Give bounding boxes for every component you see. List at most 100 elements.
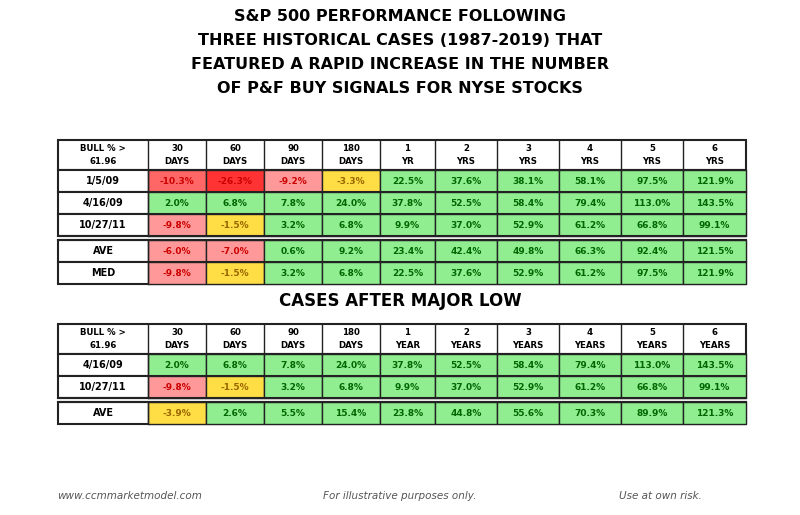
Text: YRS: YRS: [642, 157, 662, 166]
Text: 24.0%: 24.0%: [335, 198, 366, 208]
Text: 61.2%: 61.2%: [574, 220, 606, 230]
Text: Use at own risk.: Use at own risk.: [618, 491, 702, 501]
Text: 30: 30: [171, 144, 183, 153]
Bar: [497, 170, 559, 192]
Bar: [148, 214, 206, 236]
Text: YRS: YRS: [705, 157, 724, 166]
Text: 66.8%: 66.8%: [637, 220, 667, 230]
Text: 121.9%: 121.9%: [696, 268, 734, 278]
Bar: [322, 402, 380, 424]
Text: 10/27/11: 10/27/11: [79, 382, 126, 392]
Text: MED: MED: [91, 268, 115, 278]
Text: 10/27/11: 10/27/11: [79, 220, 126, 230]
Bar: [435, 354, 497, 376]
Bar: [148, 192, 206, 214]
Text: 42.4%: 42.4%: [450, 247, 482, 255]
Text: 9.9%: 9.9%: [395, 383, 420, 391]
Text: 113.0%: 113.0%: [634, 198, 670, 208]
Text: 2: 2: [463, 144, 469, 153]
Bar: [497, 262, 559, 284]
Text: 9.9%: 9.9%: [395, 220, 420, 230]
Bar: [264, 214, 322, 236]
Bar: [380, 214, 435, 236]
Bar: [435, 240, 497, 262]
Text: 143.5%: 143.5%: [696, 198, 734, 208]
Bar: [683, 354, 746, 376]
Bar: [148, 262, 206, 284]
Text: 2.0%: 2.0%: [165, 360, 190, 369]
Bar: [683, 170, 746, 192]
Bar: [148, 376, 206, 398]
Text: 37.6%: 37.6%: [450, 177, 482, 185]
Bar: [380, 402, 435, 424]
Text: 37.8%: 37.8%: [392, 360, 423, 369]
Text: 52.9%: 52.9%: [512, 268, 544, 278]
Bar: [621, 170, 683, 192]
Text: 89.9%: 89.9%: [636, 408, 668, 418]
Text: 5: 5: [649, 328, 655, 337]
Bar: [435, 192, 497, 214]
Text: S&P 500 PERFORMANCE FOLLOWING: S&P 500 PERFORMANCE FOLLOWING: [234, 9, 566, 24]
Bar: [559, 192, 621, 214]
Text: YR: YR: [401, 157, 414, 166]
Text: 1/5/09: 1/5/09: [86, 176, 120, 186]
Bar: [264, 376, 322, 398]
Text: FEATURED A RAPID INCREASE IN THE NUMBER: FEATURED A RAPID INCREASE IN THE NUMBER: [191, 57, 609, 72]
Text: BULL % >: BULL % >: [80, 144, 126, 153]
Text: 6.8%: 6.8%: [338, 383, 363, 391]
Bar: [322, 214, 380, 236]
Text: 58.4%: 58.4%: [512, 360, 544, 369]
Bar: [497, 354, 559, 376]
Text: 143.5%: 143.5%: [696, 360, 734, 369]
Text: 0.6%: 0.6%: [281, 247, 306, 255]
Text: 90: 90: [287, 328, 299, 337]
Text: 52.5%: 52.5%: [450, 360, 482, 369]
Bar: [58, 262, 746, 284]
Text: AVE: AVE: [93, 246, 114, 256]
Text: -9.8%: -9.8%: [162, 220, 191, 230]
Text: 24.0%: 24.0%: [335, 360, 366, 369]
Text: 52.9%: 52.9%: [512, 383, 544, 391]
Bar: [621, 192, 683, 214]
Bar: [322, 354, 380, 376]
Bar: [497, 192, 559, 214]
Text: 5.5%: 5.5%: [281, 408, 306, 418]
Text: -10.3%: -10.3%: [160, 177, 194, 185]
Bar: [322, 376, 380, 398]
Text: 37.0%: 37.0%: [450, 220, 482, 230]
Bar: [58, 402, 746, 424]
Text: 97.5%: 97.5%: [636, 177, 668, 185]
Bar: [497, 402, 559, 424]
Text: DAYS: DAYS: [338, 341, 364, 350]
Text: -26.3%: -26.3%: [218, 177, 253, 185]
Text: YEARS: YEARS: [574, 341, 606, 350]
Text: -1.5%: -1.5%: [221, 383, 250, 391]
Text: 37.8%: 37.8%: [392, 198, 423, 208]
Bar: [148, 240, 206, 262]
Text: 61.2%: 61.2%: [574, 268, 606, 278]
Text: 52.9%: 52.9%: [512, 220, 544, 230]
Text: 121.5%: 121.5%: [696, 247, 733, 255]
Text: 49.8%: 49.8%: [512, 247, 544, 255]
Text: DAYS: DAYS: [222, 341, 248, 350]
Text: 121.9%: 121.9%: [696, 177, 734, 185]
Text: 4: 4: [587, 328, 593, 337]
Bar: [58, 192, 746, 214]
Bar: [683, 262, 746, 284]
Text: YEARS: YEARS: [512, 341, 544, 350]
Text: 3.2%: 3.2%: [281, 220, 306, 230]
Text: YRS: YRS: [581, 157, 599, 166]
Text: 58.1%: 58.1%: [574, 177, 606, 185]
Bar: [621, 354, 683, 376]
Text: THREE HISTORICAL CASES (1987-2019) THAT: THREE HISTORICAL CASES (1987-2019) THAT: [198, 33, 602, 48]
Bar: [683, 214, 746, 236]
Bar: [559, 240, 621, 262]
Bar: [559, 214, 621, 236]
Text: 3.2%: 3.2%: [281, 268, 306, 278]
Text: -9.2%: -9.2%: [278, 177, 307, 185]
Text: 3: 3: [525, 328, 531, 337]
Bar: [497, 240, 559, 262]
Bar: [206, 402, 264, 424]
Bar: [322, 192, 380, 214]
Text: 90: 90: [287, 144, 299, 153]
